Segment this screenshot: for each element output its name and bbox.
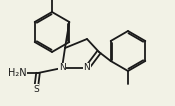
- Text: S: S: [33, 84, 39, 93]
- Text: H₂N: H₂N: [8, 68, 26, 78]
- Text: N: N: [59, 63, 65, 73]
- Text: N: N: [84, 63, 90, 73]
